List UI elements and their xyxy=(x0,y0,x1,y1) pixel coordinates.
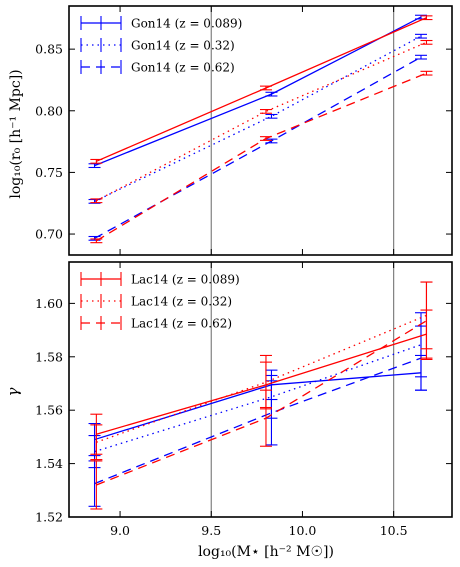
y-tick-label: 1.60 xyxy=(35,296,63,311)
series-line-0 xyxy=(94,372,422,441)
error-bar-3-1 xyxy=(259,85,272,91)
error-bar-5-0 xyxy=(90,460,103,510)
error-bar-5-1 xyxy=(259,136,272,141)
series-line-2 xyxy=(94,56,422,239)
legend-entry-2: Gon14 (z = 0.62) xyxy=(80,60,235,75)
plot-frame xyxy=(68,5,453,256)
legend-label: Gon14 (z = 0.32) xyxy=(131,39,235,53)
y-tick-label: 1.56 xyxy=(35,403,63,418)
error-bar-2-1 xyxy=(265,380,278,446)
error-bar-2-1 xyxy=(265,138,278,144)
error-bar-4-0 xyxy=(90,424,103,461)
bottom-y-axis-label: γ xyxy=(4,387,22,396)
x-tick-label: 9.5 xyxy=(201,523,221,538)
x-axis-label: log₁₀(M⋆ [h⁻² M☉]) xyxy=(198,544,334,560)
error-bar-4-0 xyxy=(90,198,103,204)
y-tick-label: 0.70 xyxy=(35,227,63,242)
top-y-axis-label: log₁₀(r₀ [h⁻¹ Mpc]) xyxy=(8,69,24,198)
x-tick-label: 9.0 xyxy=(110,523,130,538)
legend-label: Lac14 (z = 0.089) xyxy=(131,273,240,287)
error-bar-0-0 xyxy=(88,163,101,169)
error-bar-3-2 xyxy=(420,15,433,21)
series-line-2 xyxy=(94,357,422,485)
series-line-4 xyxy=(96,41,427,202)
error-bar-4-1 xyxy=(259,108,272,114)
error-bar-5-2 xyxy=(420,70,433,76)
legend-entry-1: Gon14 (z = 0.32) xyxy=(80,38,235,53)
bottom-panel: γ log₁₀(M⋆ [h⁻² M☉]) 1.52 1.54 1.56 1.58 1.6… xyxy=(4,261,453,560)
y-tick-label: 0.80 xyxy=(35,103,63,118)
x-tick-label: 10.5 xyxy=(380,523,408,538)
y-tick-label: 1.54 xyxy=(35,456,63,471)
legend-entry-0: Gon14 (z = 0.089) xyxy=(80,16,242,31)
error-bar-5-2 xyxy=(420,281,433,361)
x-tick-label: 10.0 xyxy=(289,523,317,538)
error-bar-0-1 xyxy=(265,91,278,97)
legend-label: Lac14 (z = 0.62) xyxy=(131,317,232,331)
legend-entry-1: Lac14 (z = 0.32) xyxy=(80,294,232,309)
legend-label: Gon14 (z = 0.089) xyxy=(131,17,242,31)
error-bar-3-0 xyxy=(90,158,103,164)
error-bar-5-1 xyxy=(259,389,272,447)
series-line-5 xyxy=(96,320,427,486)
y-tick-label: 0.75 xyxy=(35,165,63,180)
error-bar-2-2 xyxy=(414,54,427,60)
error-bar-4-2 xyxy=(420,39,433,45)
legend-label: Gon14 (z = 0.62) xyxy=(131,61,235,75)
plot-frame xyxy=(68,261,453,518)
top-panel: log₁₀(r₀ [h⁻¹ Mpc]) 0.70 0.75 0.80 0.85 Gon1… xyxy=(8,5,453,256)
legend-label: Lac14 (z = 0.32) xyxy=(131,295,232,309)
series-line-1 xyxy=(94,344,422,453)
y-tick-label: 1.52 xyxy=(35,510,63,525)
y-tick-label: 1.58 xyxy=(35,349,63,364)
legend-entry-0: Lac14 (z = 0.089) xyxy=(80,272,240,287)
series-line-3 xyxy=(96,333,427,435)
error-bar-5-0 xyxy=(90,238,103,244)
error-bar-1-2 xyxy=(414,33,427,39)
series-line-1 xyxy=(94,35,422,202)
error-bar-1-1 xyxy=(265,113,278,119)
y-tick-label: 0.85 xyxy=(35,42,63,57)
legend-entry-2: Lac14 (z = 0.62) xyxy=(80,316,232,331)
